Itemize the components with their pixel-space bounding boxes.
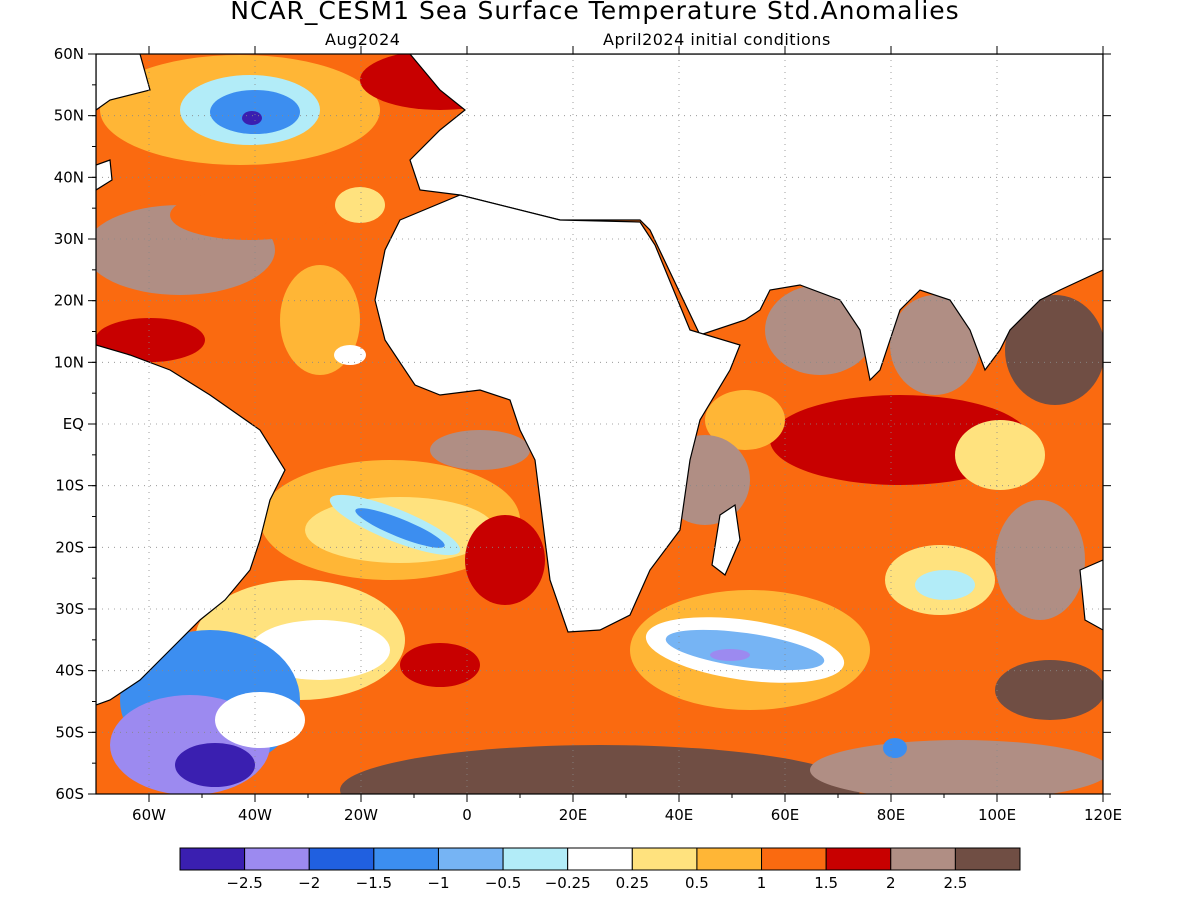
colorbar-label: 0.5 (685, 874, 709, 892)
colorbar-label: −2.5 (226, 874, 262, 892)
colorbar-swatch (179, 847, 246, 871)
madagascar (711, 503, 741, 576)
anomaly-area (995, 500, 1085, 620)
anomaly-area (883, 738, 907, 758)
lon-label: 120E (1084, 806, 1122, 824)
lon-label: 40E (665, 806, 694, 824)
anomaly-area (170, 190, 330, 240)
lat-label: 20S (55, 538, 84, 556)
latitude-axis-labels: 60N 50N 40N 30N 20N 10N EQ 10S 20S 30S 40S 50S 60S (54, 45, 84, 803)
lon-label: 40W (238, 806, 272, 824)
lat-label: 10S (55, 477, 84, 495)
colorbar-swatch (244, 847, 310, 871)
lon-label: 0 (462, 806, 472, 824)
anomaly-area (955, 420, 1045, 490)
colorbar (179, 847, 1021, 871)
lon-label: 80E (877, 806, 906, 824)
anomaly-area (705, 390, 785, 450)
colorbar-label: 2.5 (943, 874, 967, 892)
south-america (96, 344, 286, 706)
lon-label: 60E (771, 806, 800, 824)
colorbar-label: −2 (298, 874, 320, 892)
eurasia (409, 54, 1103, 382)
lon-label: 100E (978, 806, 1016, 824)
anomaly-area (340, 745, 860, 794)
map-field (96, 54, 1103, 794)
anomaly-area (710, 649, 750, 661)
colorbar-label: −1 (427, 874, 449, 892)
axis-ticks (88, 46, 1111, 802)
colorbar-swatch (761, 847, 827, 871)
lon-label: 60W (132, 806, 166, 824)
lat-label: 40S (55, 662, 84, 680)
colorbar-label: −0.25 (545, 874, 591, 892)
africa (374, 194, 741, 633)
anomaly-area (890, 295, 980, 395)
forecast-month: Aug2024 (325, 30, 401, 49)
colorbar-label: −0.5 (485, 874, 521, 892)
lat-label: 60N (54, 45, 84, 63)
colorbar-swatch (696, 847, 763, 871)
colorbar-swatch (567, 847, 633, 871)
colorbar-label: 1 (757, 874, 767, 892)
colorbar-swatch (308, 847, 375, 871)
colorbar-label: 2 (886, 874, 896, 892)
colorbar-swatch (890, 847, 956, 871)
colorbar-swatch (954, 847, 1021, 871)
colorbar-swatch (437, 847, 504, 871)
lat-label: 50N (54, 107, 84, 125)
lat-label: EQ (63, 415, 84, 433)
land (96, 54, 1103, 706)
anomaly-area (334, 345, 366, 365)
lat-label: 20N (54, 292, 84, 310)
anomaly-area (400, 643, 480, 687)
colorbar-label: −1.5 (356, 874, 392, 892)
anomaly-area (355, 508, 445, 548)
colorbar-label: 1.5 (814, 874, 838, 892)
australia (1079, 559, 1103, 631)
lat-label: 10N (54, 353, 84, 371)
colorbar-swatch (825, 847, 892, 871)
lat-label: 30S (55, 600, 84, 618)
anomaly-area (215, 692, 305, 748)
lat-label: 50S (55, 723, 84, 741)
lon-label: 20W (344, 806, 378, 824)
longitude-axis-labels: 60W 40W 20W 0 20E 40E 60E 80E 100E 120E (132, 806, 1122, 824)
anomaly-area (915, 570, 975, 600)
anomaly-area (242, 111, 262, 125)
colorbar-swatch (631, 847, 698, 871)
colorbar-label: 0.25 (616, 874, 649, 892)
north-america-north (96, 54, 151, 111)
initial-conditions-label: April2024 initial conditions (603, 30, 831, 49)
colorbar-swatch (373, 847, 439, 871)
anomaly-area (1005, 295, 1103, 405)
anomaly-area (430, 430, 530, 470)
colorbar-labels: −2.5 −2 −1.5 −1 −0.5 −0.25 0.25 0.5 1 1.5 2 2.5 (226, 874, 967, 892)
lat-label: 60S (55, 785, 84, 803)
anomaly-area (96, 318, 205, 362)
anomaly-area (810, 740, 1103, 794)
lon-label: 20E (559, 806, 588, 824)
chart-title: NCAR_CESM1 Sea Surface Temperature Std.A… (230, 0, 960, 25)
north-america-coast (96, 159, 113, 191)
anomaly-area (335, 187, 385, 223)
lat-label: 40N (54, 168, 84, 186)
anomaly-area (465, 515, 545, 605)
lat-label: 30N (54, 230, 84, 248)
anomaly-area (175, 743, 255, 787)
colorbar-swatch (502, 847, 569, 871)
anomaly-area (995, 660, 1103, 720)
